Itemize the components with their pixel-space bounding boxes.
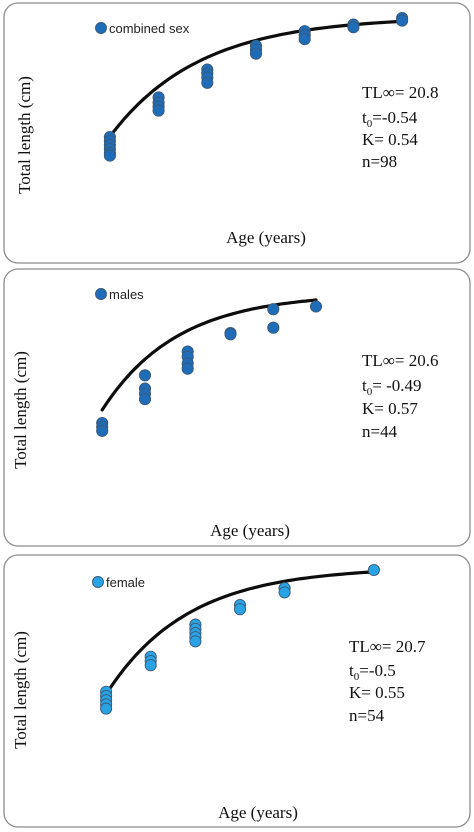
data-point [267, 321, 280, 334]
stat-n: n=44 [362, 422, 398, 441]
data-point [100, 702, 113, 715]
stat-t0-label: t [349, 661, 354, 680]
stat-t0-value: =-0.5 [359, 661, 396, 680]
data-point [278, 586, 291, 599]
data-point [249, 47, 263, 60]
stat-n: n=54 [349, 706, 385, 725]
stat-k: K= 0.57 [362, 399, 418, 418]
data-point [103, 149, 116, 162]
plot-area [100, 563, 380, 715]
y-axis-label: Total length (cm) [15, 76, 34, 194]
stat-t0-label: t [362, 108, 367, 127]
data-point [144, 659, 157, 672]
x-axis-label: Age (years) [210, 521, 290, 540]
plot-area [103, 11, 409, 162]
growth-curve [100, 298, 318, 412]
stat-tl-infinity: TL∞= 20.6 [362, 351, 438, 370]
legend-label: males [109, 287, 144, 302]
data-point [267, 303, 280, 316]
stat-tl-infinity: TL∞= 20.7 [349, 637, 426, 656]
y-axis-label: Total length (cm) [11, 631, 30, 749]
stat-tl-infinity: TL∞= 20.8 [362, 83, 438, 102]
legend-marker [92, 576, 104, 588]
data-point [201, 76, 214, 89]
stat-t0-subscript: 0 [367, 118, 373, 130]
data-point [396, 14, 409, 27]
stat-t0-label: t [362, 376, 367, 395]
data-point [189, 635, 202, 648]
panel-female: Total length (cm) Age (years) female TL∞… [3, 554, 471, 828]
panel-frame [3, 268, 471, 547]
x-axis-label: Age (years) [218, 803, 298, 822]
panel-combined-sex: Total length (cm) Age (years) combined s… [3, 2, 471, 264]
data-point [181, 362, 194, 375]
legend-marker [95, 22, 107, 34]
stat-t0-value: = -0.49 [372, 376, 421, 395]
stat-t0: t0=-0.5 [349, 661, 396, 683]
data-point [347, 21, 360, 34]
y-axis-label: Total length (cm) [11, 351, 30, 469]
stat-t0-subscript: 0 [367, 386, 373, 398]
stat-t0-value: =-0.54 [372, 108, 417, 127]
panel-frame [3, 554, 471, 828]
stat-k: K= 0.55 [349, 683, 405, 702]
x-axis-label: Age (years) [226, 228, 306, 247]
plot-area [96, 298, 323, 437]
data-point [224, 328, 237, 341]
stat-t0-subscript: 0 [354, 671, 360, 683]
data-point [96, 424, 109, 437]
stat-n: n=98 [362, 152, 397, 171]
legend-label: combined sex [109, 21, 190, 36]
data-point [152, 104, 165, 117]
legend-marker [95, 288, 107, 300]
stat-t0: t0=-0.54 [362, 108, 418, 130]
data-point [138, 369, 152, 382]
panel-frame [3, 2, 471, 264]
stat-t0: t0= -0.49 [362, 376, 421, 398]
data-point [138, 393, 152, 406]
data-point [298, 33, 311, 46]
data-point [233, 603, 247, 616]
legend-label: female [106, 575, 145, 590]
data-point [367, 563, 380, 577]
panel-males: Total length (cm) Age (years) males TL∞=… [3, 268, 471, 547]
growth-curve [104, 570, 376, 696]
data-point [309, 300, 323, 313]
stat-k: K= 0.54 [362, 130, 418, 149]
